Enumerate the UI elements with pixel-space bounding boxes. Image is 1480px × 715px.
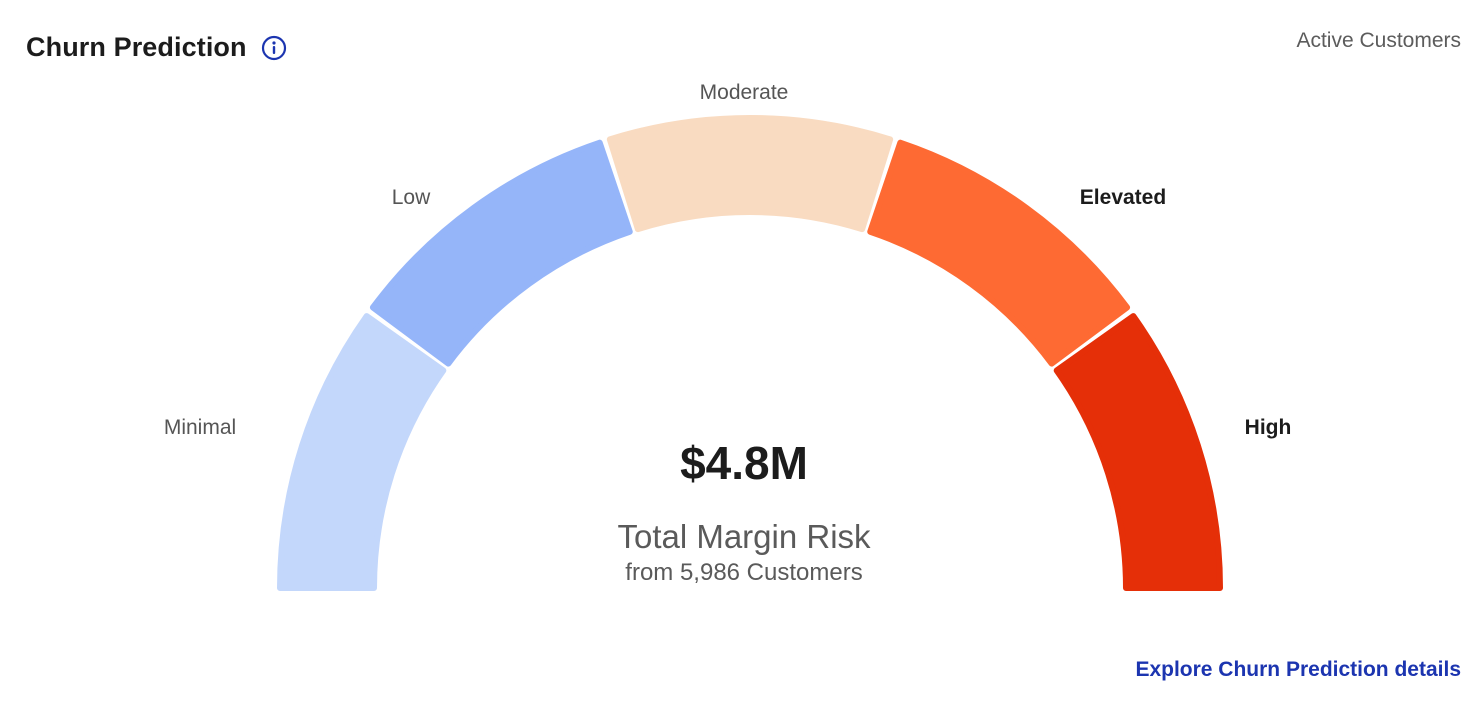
explore-details-link[interactable]: Explore Churn Prediction details (1135, 658, 1461, 681)
total-margin-risk-value: $4.8M (680, 437, 808, 489)
gauge-label-high: High (1244, 416, 1292, 439)
gauge-label-moderate: Moderate (699, 81, 789, 104)
gauge-segment-elevated[interactable] (867, 139, 1131, 367)
card-title: Churn Prediction (26, 32, 247, 62)
info-icon[interactable] (261, 35, 287, 61)
gauge-summary: $4.8M Total Margin Risk from 5,986 Custo… (617, 440, 870, 585)
gauge-segment-low[interactable] (369, 139, 633, 367)
gauge-label-elevated: Elevated (1079, 186, 1167, 209)
card-header: Churn Prediction (26, 32, 287, 63)
gauge-segment-moderate[interactable] (606, 114, 894, 233)
gauge-segment-minimal[interactable] (277, 313, 447, 591)
gauge-label-minimal: Minimal (163, 416, 237, 439)
customer-count-label: from 5,986 Customers (625, 559, 863, 586)
customer-filter-label[interactable]: Active Customers (1296, 29, 1461, 52)
total-margin-risk-label: Total Margin Risk (617, 518, 871, 555)
gauge-segment-high[interactable] (1053, 313, 1223, 591)
gauge-label-low: Low (391, 186, 431, 209)
